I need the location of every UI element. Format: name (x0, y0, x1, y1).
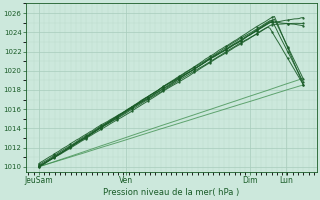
X-axis label: Pression niveau de la mer( hPa ): Pression niveau de la mer( hPa ) (103, 188, 239, 197)
